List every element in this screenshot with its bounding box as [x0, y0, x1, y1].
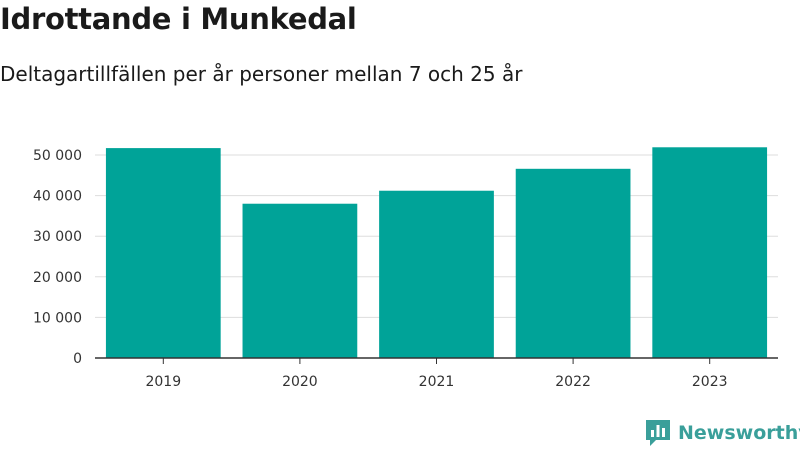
- bar: [515, 168, 631, 358]
- brand-logo: Newsworthy: [644, 418, 800, 448]
- y-tick-label: 10 000: [33, 310, 82, 326]
- y-tick-label: 30 000: [33, 229, 82, 245]
- y-tick-label: 20 000: [33, 270, 82, 286]
- x-tick-label: 2022: [555, 374, 591, 390]
- y-tick-label: 50 000: [33, 148, 82, 164]
- bar: [105, 148, 221, 358]
- y-tick-label: 0: [73, 351, 82, 367]
- bar: [379, 190, 494, 358]
- y-tick-label: 40 000: [33, 189, 82, 205]
- bar: [242, 203, 358, 358]
- bar: [652, 147, 768, 358]
- brand-logo-text: Newsworthy: [678, 422, 800, 444]
- x-tick-label: 2021: [419, 374, 455, 390]
- x-tick-label: 2019: [145, 374, 181, 390]
- x-tick-label: 2023: [692, 374, 728, 390]
- x-tick-label: 2020: [282, 374, 318, 390]
- chart-subtitle: Deltagartillfällen per år personer mella…: [0, 62, 523, 86]
- chart-title: Idrottande i Munkedal: [0, 2, 357, 36]
- newsworthy-logo-icon: [646, 420, 670, 446]
